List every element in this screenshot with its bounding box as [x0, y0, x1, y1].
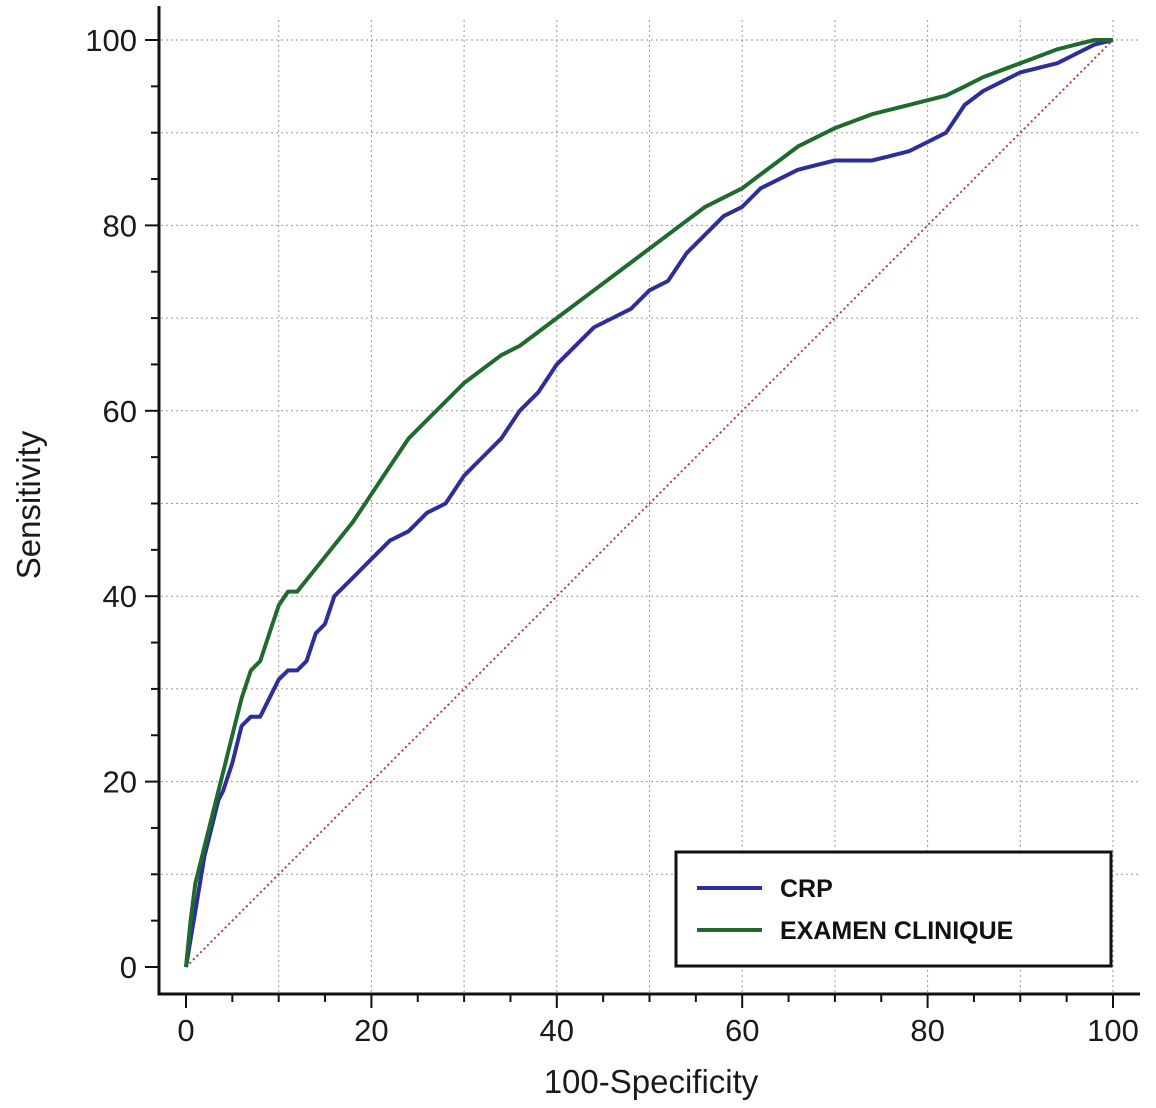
grid-lines: [161, 20, 1138, 992]
y-tick-label: 40: [103, 579, 137, 614]
x-axis-title: 100-Specificity: [544, 1063, 759, 1100]
x-tick-label: 0: [177, 1013, 194, 1048]
legend-label-crp: CRP: [780, 875, 833, 903]
reference-diagonal-line: [185, 39, 1114, 968]
x-tick-label: 80: [910, 1013, 944, 1048]
series-line-examen-clinique: [184, 38, 1113, 968]
y-tick-label: 20: [103, 765, 137, 800]
axes-layer: [145, 6, 1140, 1008]
legend-box: [674, 850, 1113, 968]
series-layer: [184, 38, 1114, 968]
x-tick-label: 100: [1087, 1013, 1139, 1048]
y-tick-label: 80: [103, 208, 137, 243]
series-line-crp: [184, 38, 1114, 968]
y-tick-label: 100: [85, 23, 137, 58]
y-axis-title: Sensitivity: [10, 430, 47, 579]
y-tick-label: 60: [103, 394, 137, 429]
y-tick-label: 0: [120, 950, 137, 985]
reference-line-layer: [185, 39, 1114, 968]
legend-label-examen-clinique: EXAMEN CLINIQUE: [780, 917, 1013, 945]
legend: CRP EXAMEN CLINIQUE: [674, 850, 1113, 968]
x-tick-label: 60: [725, 1013, 759, 1048]
tick-labels: 0 20 40 60 80 100 0 20 40 60 80 100: [85, 23, 1139, 1048]
x-tick-label: 40: [540, 1013, 574, 1048]
x-tick-label: 20: [354, 1013, 388, 1048]
